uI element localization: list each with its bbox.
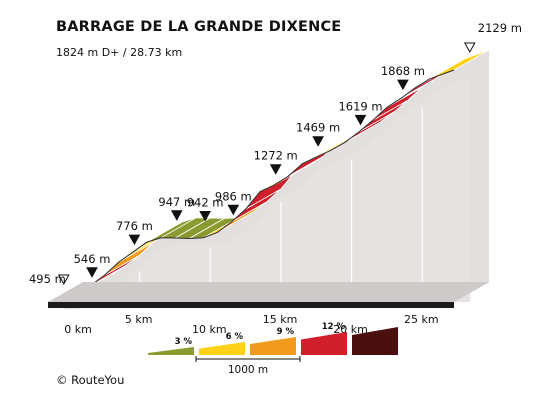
profile-front-face: [64, 77, 470, 310]
waypoint-marker: [128, 234, 141, 246]
legend-label: 9 %: [277, 327, 295, 337]
gradient-legend: 3 % 6 % 9 % 12 % 1000 m: [148, 322, 398, 376]
x-tick-label: 25 km: [404, 313, 439, 326]
base-front-face: [48, 302, 454, 308]
waypoint-marker: [312, 136, 324, 147]
chart-title: BARRAGE DE LA GRANDE DIXENCE: [56, 19, 342, 35]
waypoint-label: 986 m: [215, 189, 252, 203]
copyright-icon: ©: [56, 373, 68, 387]
waypoint-label: 1868 m: [381, 64, 425, 78]
x-tick-label: 10 km: [192, 323, 227, 336]
waypoint-label: 1272 m: [254, 149, 298, 163]
legend-swatch-3: [301, 332, 347, 355]
chart-subtitle: 1824 m D+ / 28.73 km: [56, 46, 183, 59]
waypoint-marker: [227, 204, 240, 216]
legend-swatch-1: [199, 342, 245, 355]
waypoint-hollow-marker: [463, 42, 476, 54]
x-tick-label: 20 km: [333, 323, 368, 336]
base-top-face: [48, 282, 489, 302]
waypoint-label: 947 m: [158, 195, 195, 209]
waypoint-label: 1469 m: [296, 121, 340, 135]
x-tick-label: 5 km: [125, 313, 153, 326]
waypoint-marker: [354, 114, 367, 126]
waypoint-label: 942 m: [187, 196, 224, 210]
ribbon-front-edge: [48, 69, 455, 303]
waypoint-marker: [86, 267, 98, 278]
x-tick-label: 15 km: [263, 313, 298, 326]
waypoint-label: 2129 m: [478, 21, 522, 35]
legend-swatch-2: [250, 337, 296, 355]
credit: © RouteYou: [56, 373, 124, 387]
profile-body: [64, 50, 489, 310]
legend-label: 6 %: [226, 332, 244, 342]
legend-label: 3 %: [175, 337, 193, 347]
waypoint-marker: [170, 210, 183, 221]
waypoint-label: 776 m: [116, 219, 153, 233]
waypoint-label: 1619 m: [338, 99, 382, 113]
waypoint-marker: [269, 164, 282, 175]
scale-bar-label: 1000 m: [228, 364, 268, 376]
legend-swatch-0: [148, 347, 194, 355]
credit-text: RouteYou: [71, 373, 125, 387]
waypoint-marker: [397, 79, 409, 91]
x-axis-ticks: 0 km 5 km 10 km 15 km 20 km 25 km: [64, 313, 438, 336]
x-tick-label: 0 km: [64, 323, 92, 336]
waypoint-label: 495 m: [29, 272, 66, 286]
legend-label: 12 %: [322, 322, 346, 332]
profile-base-strip: [48, 282, 489, 308]
waypoint-marker: [199, 211, 211, 222]
waypoint-label: 546 m: [74, 252, 111, 266]
waypoint-hollow-marker: [57, 274, 70, 286]
legend-swatch-4: [352, 327, 398, 355]
